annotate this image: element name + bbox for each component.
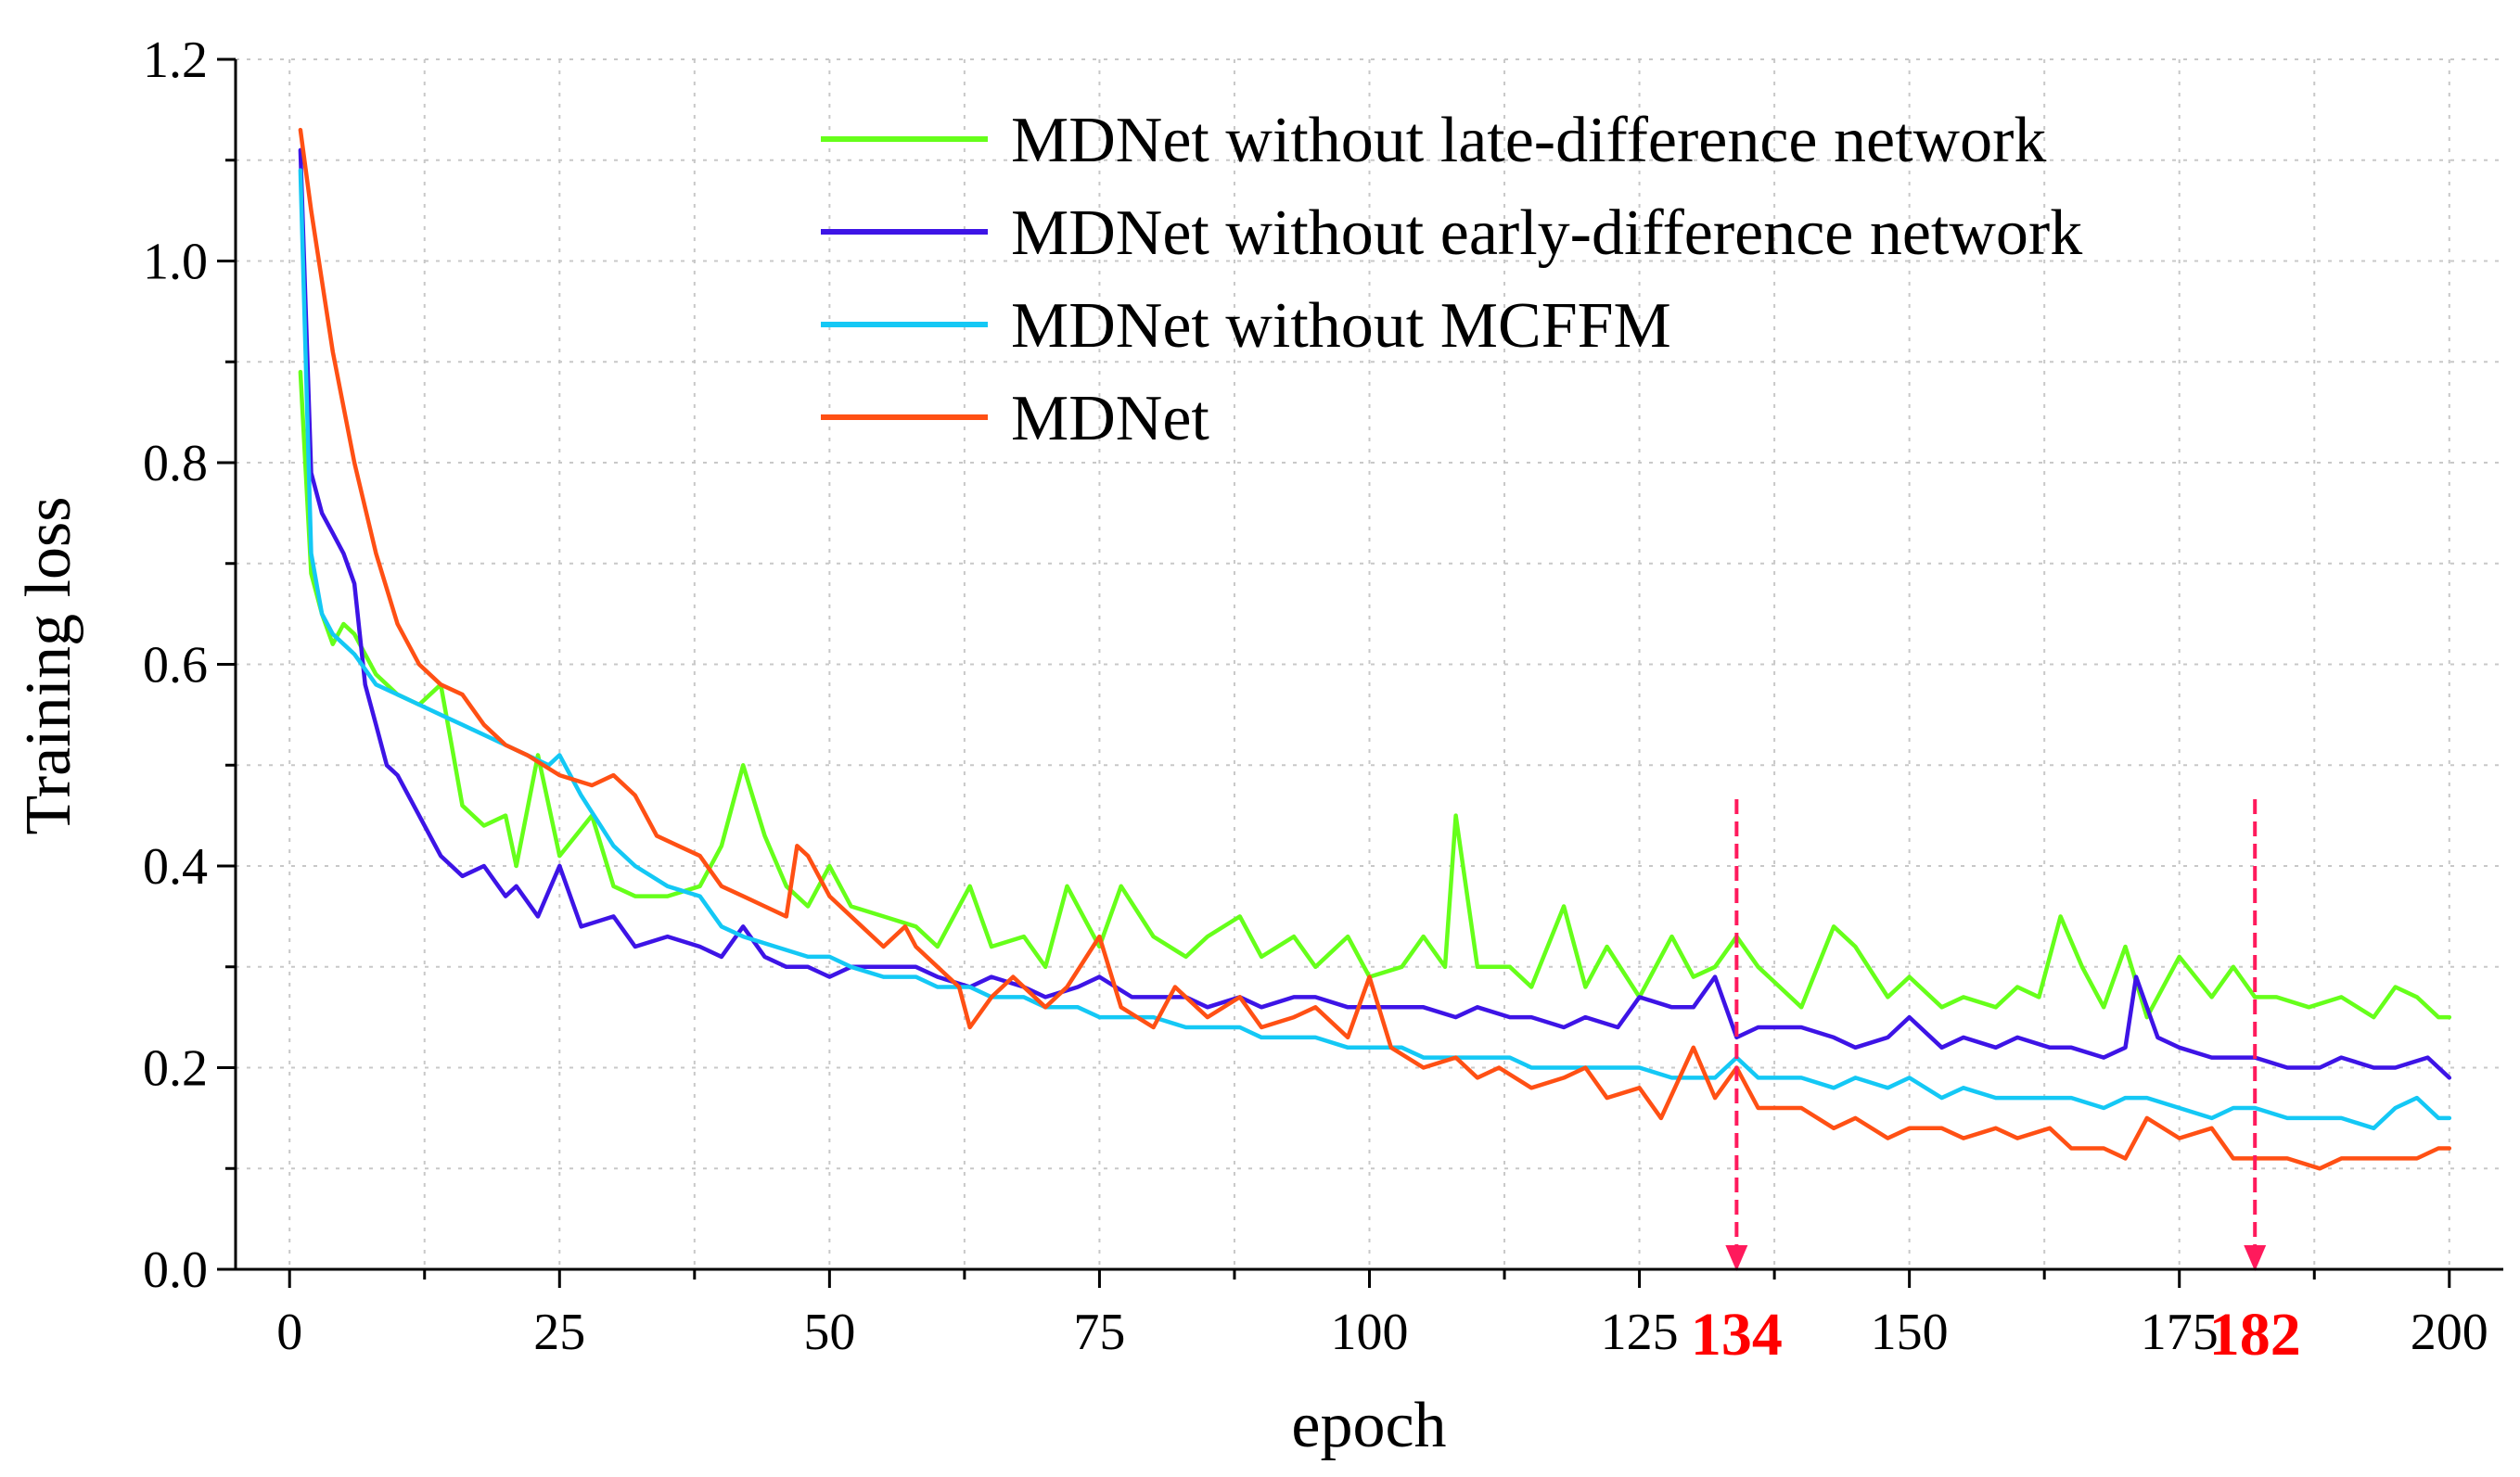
legend-label-1: MDNet without late-difference network xyxy=(1011,105,2046,176)
x-tick-label: 50 xyxy=(803,1304,855,1361)
y-tick-label: 1.0 xyxy=(143,234,208,291)
series-line-2 xyxy=(298,147,2452,1080)
x-tick-label: 125 xyxy=(1601,1304,1679,1361)
series-layer xyxy=(298,127,2452,1171)
x-tick-label: 200 xyxy=(2411,1304,2488,1361)
x-tick-label: 25 xyxy=(533,1304,585,1361)
y-tick-label: 0.0 xyxy=(143,1241,208,1299)
legend-label-4: MDNet xyxy=(1011,383,1209,454)
series-line-1 xyxy=(298,369,2452,1020)
tick-layer: 0 25 50 75 100 125 150 175 200 0.0 0.2 0.4 0.6 0.8 1.0… xyxy=(143,32,2488,1361)
y-axis-label: Training loss xyxy=(13,496,84,834)
x-tick-label: 0 xyxy=(276,1304,302,1361)
x-tick-label: 150 xyxy=(1871,1304,1949,1361)
y-tick-label: 0.8 xyxy=(143,435,208,492)
marker-arrowhead-182 xyxy=(2244,1245,2267,1271)
series-line-3 xyxy=(298,168,2452,1131)
y-tick-label: 0.6 xyxy=(143,637,208,694)
x-tick-label: 100 xyxy=(1331,1304,1409,1361)
x-tick-label: 75 xyxy=(1073,1304,1125,1361)
x-tick-label: 175 xyxy=(2141,1304,2219,1361)
marker-layer: 134 182 xyxy=(1691,799,2301,1369)
y-tick-label: 0.4 xyxy=(143,838,208,896)
x-axis-label: epoch xyxy=(1291,1390,1446,1461)
marker-label-134: 134 xyxy=(1691,1301,1783,1369)
legend: MDNet without late-difference network MDN… xyxy=(821,105,2082,454)
legend-label-3: MDNet without MCFFM xyxy=(1011,290,1671,362)
marker-label-182: 182 xyxy=(2209,1301,2301,1369)
grid-layer xyxy=(236,58,2503,1269)
y-tick-label: 0.2 xyxy=(143,1040,208,1098)
legend-label-2: MDNet without early-difference network xyxy=(1011,197,2082,269)
marker-arrowhead-134 xyxy=(1725,1245,1748,1271)
y-tick-label: 1.2 xyxy=(143,32,208,89)
series-line-4 xyxy=(298,127,2452,1171)
